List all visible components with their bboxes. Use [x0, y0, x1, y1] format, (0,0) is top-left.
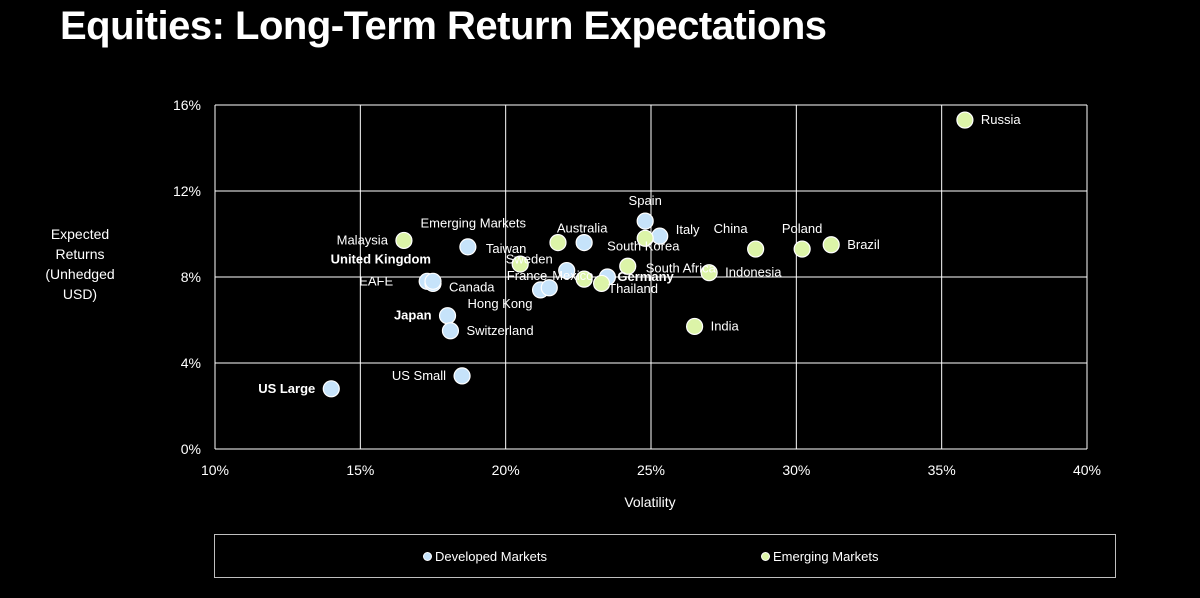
- y-tick-label: 16%: [173, 97, 201, 113]
- legend-marker-icon: [761, 552, 770, 561]
- y-axis-label-line: Returns: [55, 246, 105, 262]
- data-label: Indonesia: [725, 265, 782, 280]
- chart-legend: Developed Markets Emerging Markets: [214, 534, 1116, 578]
- data-point: [956, 111, 974, 129]
- data-label: Poland: [782, 221, 822, 236]
- x-tick-label: 25%: [637, 462, 665, 478]
- data-point: [575, 234, 593, 252]
- data-label: Brazil: [847, 237, 880, 252]
- data-label: France: [507, 268, 547, 283]
- data-label: India: [711, 318, 740, 333]
- legend-label: Developed Markets: [435, 549, 547, 564]
- data-point: [511, 255, 529, 273]
- data-label: Germany: [617, 269, 674, 284]
- data-label: Russia: [981, 112, 1022, 127]
- data-point: [549, 234, 567, 252]
- legend-item-emerging: Emerging Markets: [761, 549, 878, 564]
- data-label: Japan: [394, 308, 432, 323]
- data-label: United Kingdom: [331, 251, 431, 266]
- data-point: [424, 272, 442, 290]
- data-point: [592, 274, 611, 293]
- data-point: [822, 236, 840, 254]
- data-label: Emerging Markets: [421, 216, 527, 231]
- data-point: [793, 240, 811, 258]
- data-point: [636, 229, 654, 247]
- data-point: [636, 212, 654, 230]
- chart-title: Equities: Long-Term Return Expectations: [60, 4, 827, 48]
- legend-label: Emerging Markets: [773, 549, 879, 564]
- data-point: [453, 367, 471, 385]
- data-point: [619, 257, 637, 275]
- data-point: [575, 270, 593, 288]
- y-tick-label: 0%: [181, 441, 201, 457]
- y-tick-label: 8%: [181, 269, 201, 285]
- data-label: Switzerland: [466, 323, 533, 338]
- data-label: Spain: [629, 193, 662, 208]
- y-axis-label-line: Expected: [50, 226, 110, 242]
- data-label: South Africa: [646, 260, 717, 275]
- y-tick-label: 12%: [173, 183, 201, 199]
- y-axis-label-line: (Unhedged: [45, 266, 115, 282]
- y-axis-label: Expected Returns (Unhedged USD): [30, 224, 130, 304]
- data-label: Canada: [449, 279, 495, 294]
- data-label: Mexico: [552, 268, 593, 283]
- x-tick-label: 40%: [1073, 462, 1101, 478]
- y-tick-label: 4%: [181, 355, 201, 371]
- data-point: [558, 261, 576, 280]
- data-point: [540, 279, 558, 297]
- data-label: Italy: [676, 222, 700, 237]
- x-tick-label: 10%: [201, 462, 229, 478]
- data-point: [438, 307, 457, 325]
- x-axis-label: Volatility: [624, 494, 676, 510]
- data-label: Malaysia: [337, 232, 389, 247]
- data-label: US Large: [258, 381, 315, 396]
- x-tick-label: 30%: [782, 462, 810, 478]
- data-label: South Korea: [607, 238, 680, 253]
- data-point: [459, 238, 477, 256]
- data-label: US Small: [392, 368, 446, 383]
- data-point: [747, 240, 765, 258]
- data-label: Taiwan: [486, 241, 526, 256]
- data-point: [700, 264, 718, 282]
- data-label: EAFE: [359, 273, 393, 288]
- data-label: Australia: [557, 221, 608, 236]
- y-axis-label-line: USD): [62, 286, 98, 302]
- data-point: [322, 380, 340, 398]
- data-label: Hong Kong: [467, 296, 532, 311]
- data-point: [441, 322, 460, 340]
- data-label: Thailand: [608, 281, 658, 296]
- legend-marker-icon: [423, 552, 432, 561]
- data-point: [685, 317, 704, 336]
- x-tick-label: 20%: [492, 462, 520, 478]
- x-tick-label: 35%: [928, 462, 956, 478]
- x-tick-label: 15%: [346, 462, 374, 478]
- legend-item-developed: Developed Markets: [423, 549, 547, 564]
- data-label: China: [714, 221, 749, 236]
- data-point: [395, 231, 413, 250]
- data-label: Sweden: [506, 252, 553, 267]
